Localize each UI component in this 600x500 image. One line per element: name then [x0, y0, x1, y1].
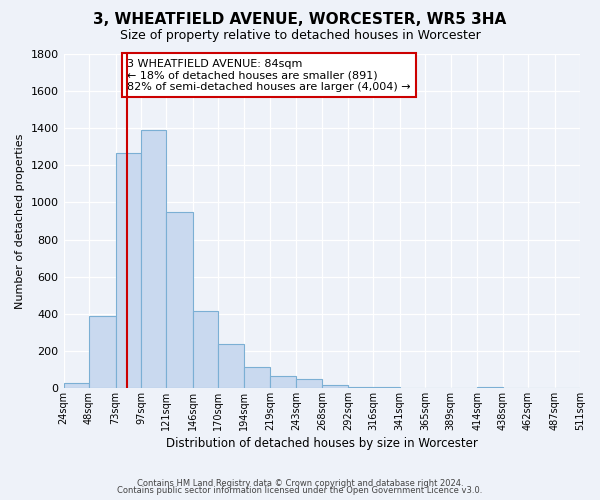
Bar [64, 384, 89, 388]
Text: 3, WHEATFIELD AVENUE, WORCESTER, WR5 3HA: 3, WHEATFIELD AVENUE, WORCESTER, WR5 3HA [94, 12, 506, 28]
Bar [373, 387, 400, 388]
Bar [116, 153, 141, 388]
Bar [322, 385, 348, 388]
Bar [89, 316, 116, 388]
Text: Contains HM Land Registry data © Crown copyright and database right 2024.: Contains HM Land Registry data © Crown c… [137, 478, 463, 488]
Bar [141, 130, 166, 388]
Text: Size of property relative to detached houses in Worcester: Size of property relative to detached ho… [119, 29, 481, 42]
Bar [244, 368, 271, 388]
X-axis label: Distribution of detached houses by size in Worcester: Distribution of detached houses by size … [166, 437, 478, 450]
Bar [193, 311, 218, 388]
Bar [166, 212, 193, 388]
Bar [218, 344, 244, 388]
Bar [477, 387, 503, 388]
Text: Contains public sector information licensed under the Open Government Licence v3: Contains public sector information licen… [118, 486, 482, 495]
Bar [348, 387, 373, 388]
Bar [271, 376, 296, 388]
Bar [296, 378, 322, 388]
Y-axis label: Number of detached properties: Number of detached properties [15, 134, 25, 308]
Text: 3 WHEATFIELD AVENUE: 84sqm
← 18% of detached houses are smaller (891)
82% of sem: 3 WHEATFIELD AVENUE: 84sqm ← 18% of deta… [127, 58, 411, 92]
